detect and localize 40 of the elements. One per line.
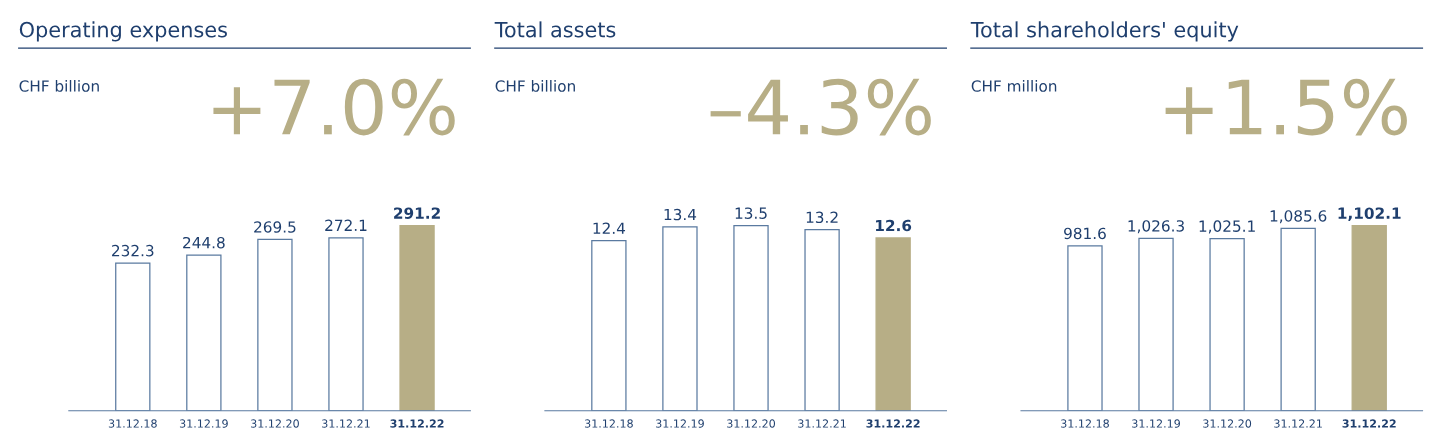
x-tick-label: 31.12.19 [179, 419, 228, 428]
chart-subtitle: CHF million [971, 80, 1057, 92]
data-label: 13.2 [806, 211, 838, 224]
chart-title: Operating expenses [19, 21, 227, 42]
data-label: 12.4 [593, 222, 626, 234]
text: +7.0% [213, 78, 455, 136]
data-label: 269.5 [254, 221, 296, 233]
x-tick-label: 31.12.19 [656, 419, 704, 428]
text: +1.5% [1165, 78, 1407, 136]
x-tick-label: 31.12.18 [584, 419, 633, 428]
x-tick-label: 31.12.20 [1203, 419, 1252, 428]
x-tick-label: 31.12.21 [1274, 419, 1322, 428]
data-label: 244.8 [183, 236, 225, 249]
x-tick-label: 31.12.18 [1061, 419, 1109, 428]
data-label: 1,102.1 [1338, 207, 1401, 221]
bar [399, 224, 435, 411]
x-tick-label: 31.12.18 [108, 419, 157, 428]
x-tick-label: 31.12.19 [1132, 419, 1180, 428]
data-label: 291.2 [394, 207, 440, 219]
data-label: 12.6 [876, 219, 912, 232]
data-label: 13.5 [735, 207, 767, 219]
x-tick-label: 31.12.20 [251, 419, 299, 428]
data-label: 13.4 [664, 208, 697, 221]
chart-title: Total shareholders' equity [970, 21, 1239, 42]
data-label: 981.6 [1064, 227, 1106, 240]
x-tick-label: 31.12.21 [798, 419, 846, 428]
chart-subtitle: CHF billion [19, 80, 99, 92]
text: –4.3% [710, 78, 931, 136]
data-label: 232.3 [112, 244, 154, 257]
chart-title: Total assets [494, 21, 616, 38]
data-label: 1,085.6 [1270, 210, 1327, 224]
data-label: 1,026.3 [1128, 220, 1184, 234]
x-tick-label: 31.12.22 [390, 419, 444, 428]
data-label: 1,025.1 [1199, 220, 1255, 234]
chart-subtitle: CHF billion [495, 80, 575, 92]
x-tick-label: 31.12.21 [322, 419, 370, 428]
x-tick-label: 31.12.22 [866, 419, 920, 428]
x-tick-label: 31.12.20 [727, 419, 776, 428]
x-tick-label: 31.12.22 [1342, 419, 1396, 428]
data-label: 272.1 [325, 219, 367, 231]
